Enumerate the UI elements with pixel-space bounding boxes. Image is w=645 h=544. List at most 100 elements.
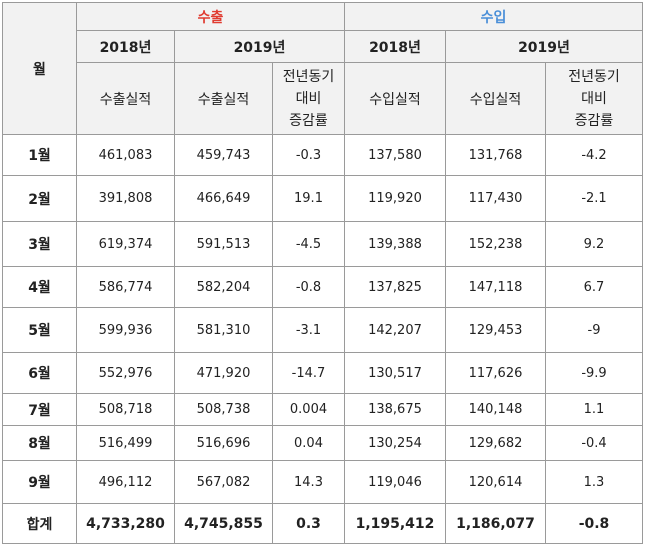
import-2018-cell: 139,388 (344, 221, 446, 267)
export-2018-cell: 599,936 (76, 307, 175, 353)
import-2019-cell: 131,768 (445, 134, 546, 176)
export-2019-header: 2019년 (174, 30, 345, 63)
month-cell: 5월 (2, 307, 77, 353)
import-2019-cell: 129,453 (445, 307, 546, 353)
total-row: 합계 4,733,280 4,745,855 0.3 1,195,412 1,1… (2, 503, 643, 544)
import-2018-cell: 137,580 (344, 134, 446, 176)
import-2018-total-cell: 1,195,412 (344, 503, 446, 544)
import-2018-cell: 119,046 (344, 460, 446, 504)
export-change-cell: 19.1 (272, 175, 345, 222)
export-2018-cell: 391,808 (76, 175, 175, 222)
month-cell: 7월 (2, 393, 77, 426)
export-2019-cell: 508,738 (174, 393, 273, 426)
month-cell: 8월 (2, 425, 77, 461)
table-row: 5월 599,936 581,310 -3.1 142,207 129,453 … (2, 307, 643, 353)
export-2019-actual-header: 수출실적 (174, 62, 273, 135)
import-2019-cell: 140,148 (445, 393, 546, 426)
export-2019-cell: 582,204 (174, 266, 273, 308)
import-2018-actual-header: 수입실적 (344, 62, 446, 135)
export-change-line-2: 대비 (295, 90, 322, 107)
table-row: 4월 586,774 582,204 -0.8 137,825 147,118 … (2, 266, 643, 308)
import-2018-cell: 130,254 (344, 425, 446, 461)
table-row: 8월 516,499 516,696 0.04 130,254 129,682 … (2, 425, 643, 461)
import-2019-total-cell: 1,186,077 (445, 503, 546, 544)
import-change-cell: 6.7 (545, 266, 643, 308)
import-2019-cell: 129,682 (445, 425, 546, 461)
export-2019-cell: 471,920 (174, 352, 273, 394)
export-2019-cell: 567,082 (174, 460, 273, 504)
export-change-header: 전년동기 대비 증감률 (272, 62, 345, 135)
export-change-line-3: 증감률 (289, 112, 328, 129)
export-2018-header: 2018년 (76, 30, 175, 63)
import-2018-cell: 142,207 (344, 307, 446, 353)
import-2018-header: 2018년 (344, 30, 446, 63)
import-change-cell: -0.4 (545, 425, 643, 461)
import-2019-cell: 120,614 (445, 460, 546, 504)
export-2019-total-cell: 4,745,855 (174, 503, 273, 544)
export-change-line-1: 전년동기 (282, 68, 335, 85)
import-change-line-2: 대비 (581, 90, 607, 107)
import-change-cell: 9.2 (545, 221, 643, 267)
import-change-cell: 1.3 (545, 460, 643, 504)
export-change-cell: -14.7 (272, 352, 345, 394)
month-cell: 6월 (2, 352, 77, 394)
table-row: 9월 496,112 567,082 14.3 119,046 120,614 … (2, 460, 643, 504)
export-2019-cell: 516,696 (174, 425, 273, 461)
export-change-cell: -3.1 (272, 307, 345, 353)
import-group-header: 수입 (344, 2, 643, 31)
export-2018-total-cell: 4,733,280 (76, 503, 175, 544)
export-2018-cell: 552,976 (76, 352, 175, 394)
month-cell: 4월 (2, 266, 77, 308)
export-2018-actual-header: 수출실적 (76, 62, 175, 135)
export-2019-cell: 581,310 (174, 307, 273, 353)
import-2019-cell: 147,118 (445, 266, 546, 308)
export-change-cell: -0.3 (272, 134, 345, 176)
month-cell: 2월 (2, 175, 77, 222)
import-2018-cell: 119,920 (344, 175, 446, 222)
export-change-cell: -0.8 (272, 266, 345, 308)
export-2018-cell: 461,083 (76, 134, 175, 176)
month-cell: 1월 (2, 134, 77, 176)
month-cell: 9월 (2, 460, 77, 504)
import-2019-cell: 117,430 (445, 175, 546, 222)
export-change-total-cell: 0.3 (272, 503, 345, 544)
import-2019-header: 2019년 (445, 30, 643, 63)
export-2019-cell: 459,743 (174, 134, 273, 176)
import-change-line-1: 전년동기 (568, 68, 620, 85)
import-change-cell: -9.9 (545, 352, 643, 394)
month-column-header: 월 (2, 2, 77, 135)
import-2018-cell: 130,517 (344, 352, 446, 394)
import-change-cell: -4.2 (545, 134, 643, 176)
import-change-total-cell: -0.8 (545, 503, 643, 544)
export-2019-cell: 591,513 (174, 221, 273, 267)
table-row: 7월 508,718 508,738 0.004 138,675 140,148… (2, 393, 643, 426)
table-row: 1월 461,083 459,743 -0.3 137,580 131,768 … (2, 134, 643, 176)
table-row: 3월 619,374 591,513 -4.5 139,388 152,238 … (2, 221, 643, 267)
export-2018-cell: 586,774 (76, 266, 175, 308)
import-change-header: 전년동기 대비 증감률 (545, 62, 643, 135)
total-label-cell: 합계 (2, 503, 77, 544)
import-2018-cell: 138,675 (344, 393, 446, 426)
export-2018-cell: 516,499 (76, 425, 175, 461)
import-2019-actual-header: 수입실적 (445, 62, 546, 135)
import-2018-cell: 137,825 (344, 266, 446, 308)
export-change-cell: 0.04 (272, 425, 345, 461)
import-change-cell: -9 (545, 307, 643, 353)
export-group-header: 수출 (76, 2, 345, 31)
import-2019-cell: 152,238 (445, 221, 546, 267)
import-change-cell: 1.1 (545, 393, 643, 426)
table-row: 2월 391,808 466,649 19.1 119,920 117,430 … (2, 175, 643, 222)
export-change-cell: -4.5 (272, 221, 345, 267)
month-cell: 3월 (2, 221, 77, 267)
import-change-cell: -2.1 (545, 175, 643, 222)
table-row: 6월 552,976 471,920 -14.7 130,517 117,626… (2, 352, 643, 394)
export-change-cell: 0.004 (272, 393, 345, 426)
import-2019-cell: 117,626 (445, 352, 546, 394)
export-change-cell: 14.3 (272, 460, 345, 504)
export-2019-cell: 466,649 (174, 175, 273, 222)
export-2018-cell: 508,718 (76, 393, 175, 426)
export-2018-cell: 619,374 (76, 221, 175, 267)
export-2018-cell: 496,112 (76, 460, 175, 504)
import-change-line-3: 증감률 (574, 112, 614, 129)
